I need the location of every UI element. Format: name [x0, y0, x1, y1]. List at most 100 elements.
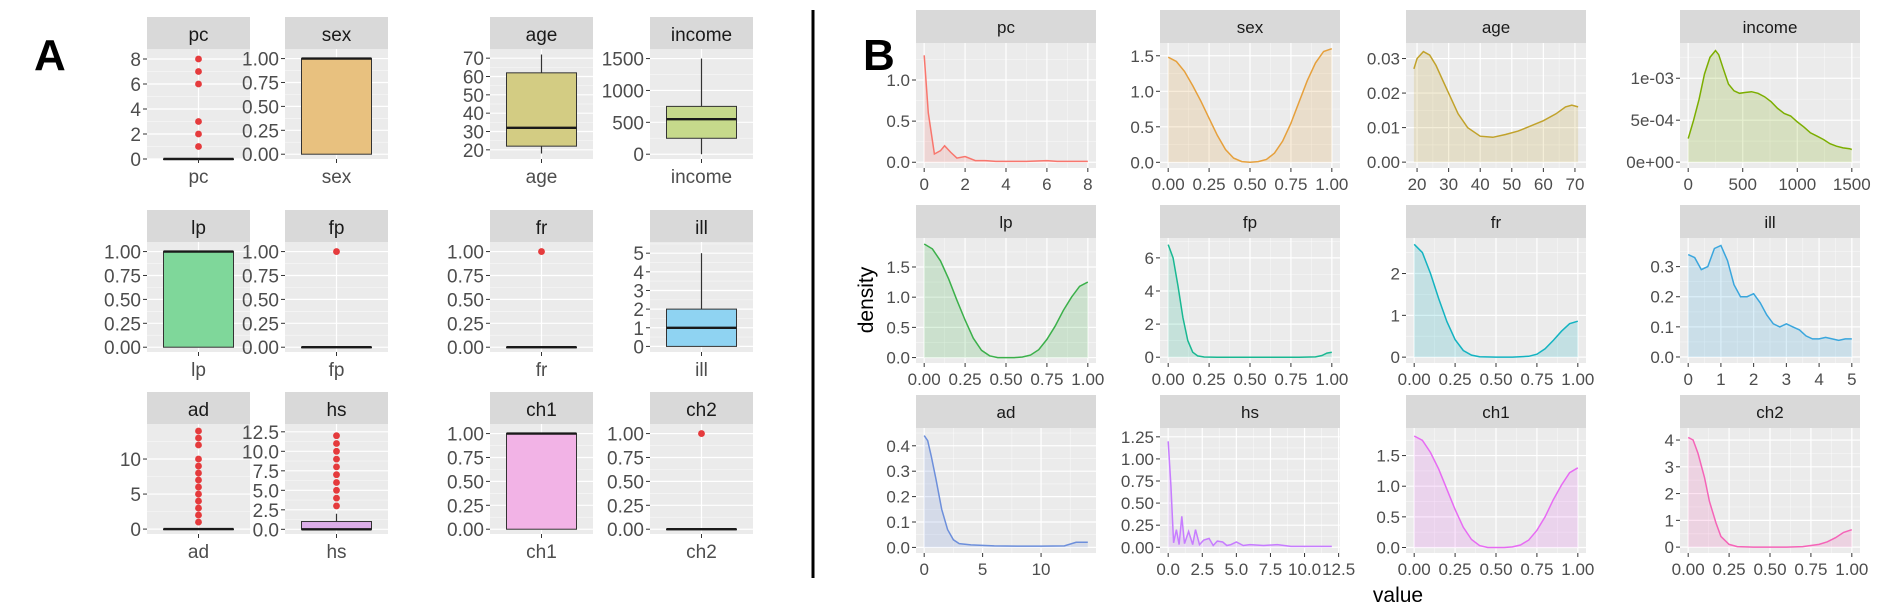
x-tick-label: ad: [188, 542, 209, 563]
x-tick-label: 0.25: [949, 370, 982, 389]
x-tick-label: 0.00: [1152, 370, 1185, 389]
density-line: [1687, 436, 1853, 548]
y-tick-label: 5: [130, 485, 141, 506]
density-facet-ch1: ch1 0.0 0.5 1.0 1.5 0.00 0.25 0.50 0.75 1.00: [1376, 395, 1594, 579]
y-tick-label: 0.0: [1130, 153, 1154, 172]
y-tick-label: 0.0: [253, 520, 279, 541]
y-tick-label: 1.25: [1121, 428, 1154, 447]
facet-title: ch2: [686, 400, 717, 421]
x-tick-label: 0.00: [908, 370, 941, 389]
y-tick-label: 0.00: [447, 520, 484, 541]
y-tick-label: 0.25: [104, 314, 141, 335]
y-tick-label: 0.3: [1650, 258, 1674, 277]
y-tick-label: 500: [612, 113, 644, 134]
facet-title: age: [526, 25, 558, 46]
facet-strip: [1160, 205, 1340, 238]
outlier-point: [195, 80, 202, 88]
x-tick-label: 0.25: [1439, 370, 1472, 389]
facet-title: ad: [188, 400, 209, 421]
density-area: [1688, 50, 1852, 163]
density-facet-lp: lp 0.0 0.5 1.0 1.5 0.00 0.25 0.50 0.75 1.00: [886, 205, 1104, 389]
density-line: [1687, 49, 1853, 151]
x-tick-label: 6: [1042, 175, 1051, 194]
y-tick-label: 0.5: [886, 112, 910, 131]
x-tick-label: 20: [1408, 175, 1427, 194]
y-tick-label: 0.50: [607, 472, 644, 493]
outlier-point: [195, 518, 202, 526]
y-tick-label: 1.0: [1376, 477, 1400, 496]
outlier-point: [333, 479, 340, 486]
x-tick-label: sex: [322, 167, 352, 188]
y-tick-label: 0.50: [242, 97, 279, 118]
x-tick-label: 12.5: [1322, 560, 1355, 579]
y-tick-label: 1: [1391, 306, 1400, 325]
y-tick-label: 1.00: [242, 243, 279, 264]
y-tick-label: 2: [1391, 265, 1400, 284]
x-tick-label: 0.75: [1030, 370, 1063, 389]
x-tick-label: 5.0: [1225, 560, 1249, 579]
outlier-point: [195, 130, 202, 138]
facet-strip: [650, 210, 753, 242]
y-tick-label: 0.25: [1121, 516, 1154, 535]
x-tick-label: 0.50: [989, 370, 1022, 389]
x-tick-label: 0.25: [1713, 560, 1746, 579]
density-line: [1167, 441, 1332, 548]
outlier-point: [195, 469, 202, 477]
x-tick-label: 0.25: [1193, 370, 1226, 389]
y-tick-label: 0.0: [886, 153, 910, 172]
outlier-point: [195, 55, 202, 63]
y-tick-label: 0.0: [886, 538, 910, 557]
x-tick-label: 2.5: [1190, 560, 1214, 579]
outlier-point: [333, 248, 340, 255]
x-tick-label: 2: [960, 175, 969, 194]
facet-strip: [285, 210, 388, 242]
x-tick-label: 0.75: [1274, 370, 1307, 389]
y-tick-label: 2: [633, 300, 644, 321]
y-tick-label: 0.75: [447, 266, 484, 287]
x-tick-label: 0.00: [1672, 560, 1705, 579]
y-tick-label: 1500: [602, 50, 644, 71]
facet-strip: [1680, 205, 1860, 238]
outlier-point: [195, 143, 202, 150]
y-tick-label: 1.00: [1121, 450, 1154, 469]
x-tick-label: 0.0: [1156, 560, 1180, 579]
y-tick-label: 0: [1391, 348, 1400, 367]
facet-strip: [285, 392, 388, 424]
x-tick-label: pc: [188, 167, 208, 188]
x-tick-label: 0.25: [1193, 175, 1226, 194]
y-tick-label: 6: [1145, 249, 1154, 268]
facet-strip: [1406, 205, 1586, 238]
density-line: [923, 435, 1088, 547]
facet-strip: [650, 17, 753, 49]
x-tick-label: 1.00: [1561, 560, 1594, 579]
x-tick-label: 1.00: [1835, 560, 1868, 579]
y-tick-label: 0.0: [1376, 538, 1400, 557]
facet-strip: [147, 392, 250, 424]
facet-strip: [1160, 10, 1340, 43]
outlier-point: [195, 476, 202, 484]
facet-title: lp: [999, 213, 1012, 232]
boxplot-facet-fp: fp 0.00 0.25 0.50 0.751.00 fp: [242, 210, 388, 381]
boxplot-facet-fr: fr 0.00 0.25 0.50 0.751.00 fr: [447, 210, 593, 381]
y-tick-label: 4: [130, 100, 141, 121]
y-tick-label: 1.0: [1130, 82, 1154, 101]
facet-title: ad: [997, 403, 1016, 422]
boxplot-facet-ad: ad 0 5 10 ad: [120, 392, 250, 563]
density-facet-fp: fp 0 2 4 6 0.00 0.25 0.50 0.75 1.00: [1145, 205, 1348, 389]
y-tick-label: 4: [633, 263, 644, 284]
y-tick-label: 0.00: [1367, 153, 1400, 172]
facet-title: hs: [326, 400, 346, 421]
y-tick-label: 0.75: [607, 448, 644, 469]
x-tick-label: 1500: [1833, 175, 1871, 194]
y-tick-label: 1000: [602, 81, 644, 102]
y-tick-label: 0.75: [242, 266, 279, 287]
facet-strip: [1160, 395, 1340, 428]
y-tick-label: 1.5: [1130, 47, 1154, 66]
facet-title: hs: [1241, 403, 1259, 422]
y-tick-label: 1.00: [242, 50, 279, 71]
y-tick-label: 0.00: [104, 338, 141, 359]
boxplot-facet-pc: pc 0 2 4 6 8 pc: [130, 17, 250, 188]
y-tick-label: 0.00: [1121, 538, 1154, 557]
